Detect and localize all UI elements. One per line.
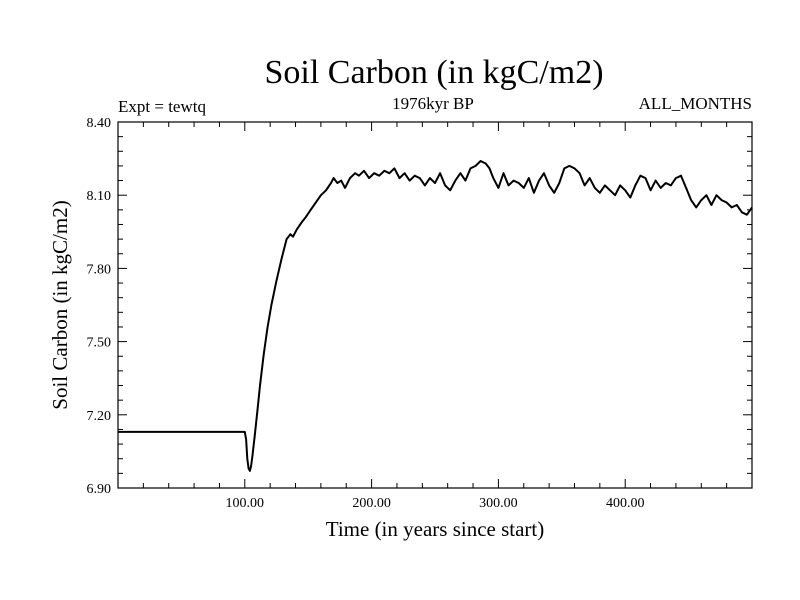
y-axis-tick-labels: 6.90 7.20 7.50 7.80 8.10 8.40 — [87, 116, 112, 497]
plot-frame — [117, 121, 753, 489]
y-tick-label: 8.10 — [87, 189, 112, 204]
chart-title: Soil Carbon (in kgC/m2) — [264, 54, 603, 91]
y-axis-label: Soil Carbon (in kgC/m2) — [48, 200, 72, 409]
chart-subtitle: 1976kyr BP — [392, 94, 474, 113]
x-tick-label: 300.00 — [479, 496, 518, 511]
y-axis-ticks — [118, 136, 752, 474]
x-axis-ticks — [142, 122, 728, 488]
x-tick-label: 400.00 — [606, 496, 645, 511]
period-label: ALL_MONTHS — [639, 94, 752, 113]
y-tick-label: 6.90 — [87, 482, 112, 497]
y-tick-label: 7.20 — [87, 409, 112, 424]
y-tick-label: 8.40 — [87, 116, 112, 131]
x-tick-label: 100.00 — [226, 496, 265, 511]
x-axis-label: Time (in years since start) — [326, 517, 545, 541]
x-tick-label: 200.00 — [352, 496, 391, 511]
experiment-label: Expt = tewtq — [118, 97, 206, 116]
x-axis-tick-labels: 100.00 200.00 300.00 400.00 — [226, 496, 645, 511]
series-line-soil-carbon — [118, 160, 753, 472]
y-tick-label: 7.50 — [87, 336, 112, 351]
y-tick-label: 7.80 — [87, 262, 112, 277]
